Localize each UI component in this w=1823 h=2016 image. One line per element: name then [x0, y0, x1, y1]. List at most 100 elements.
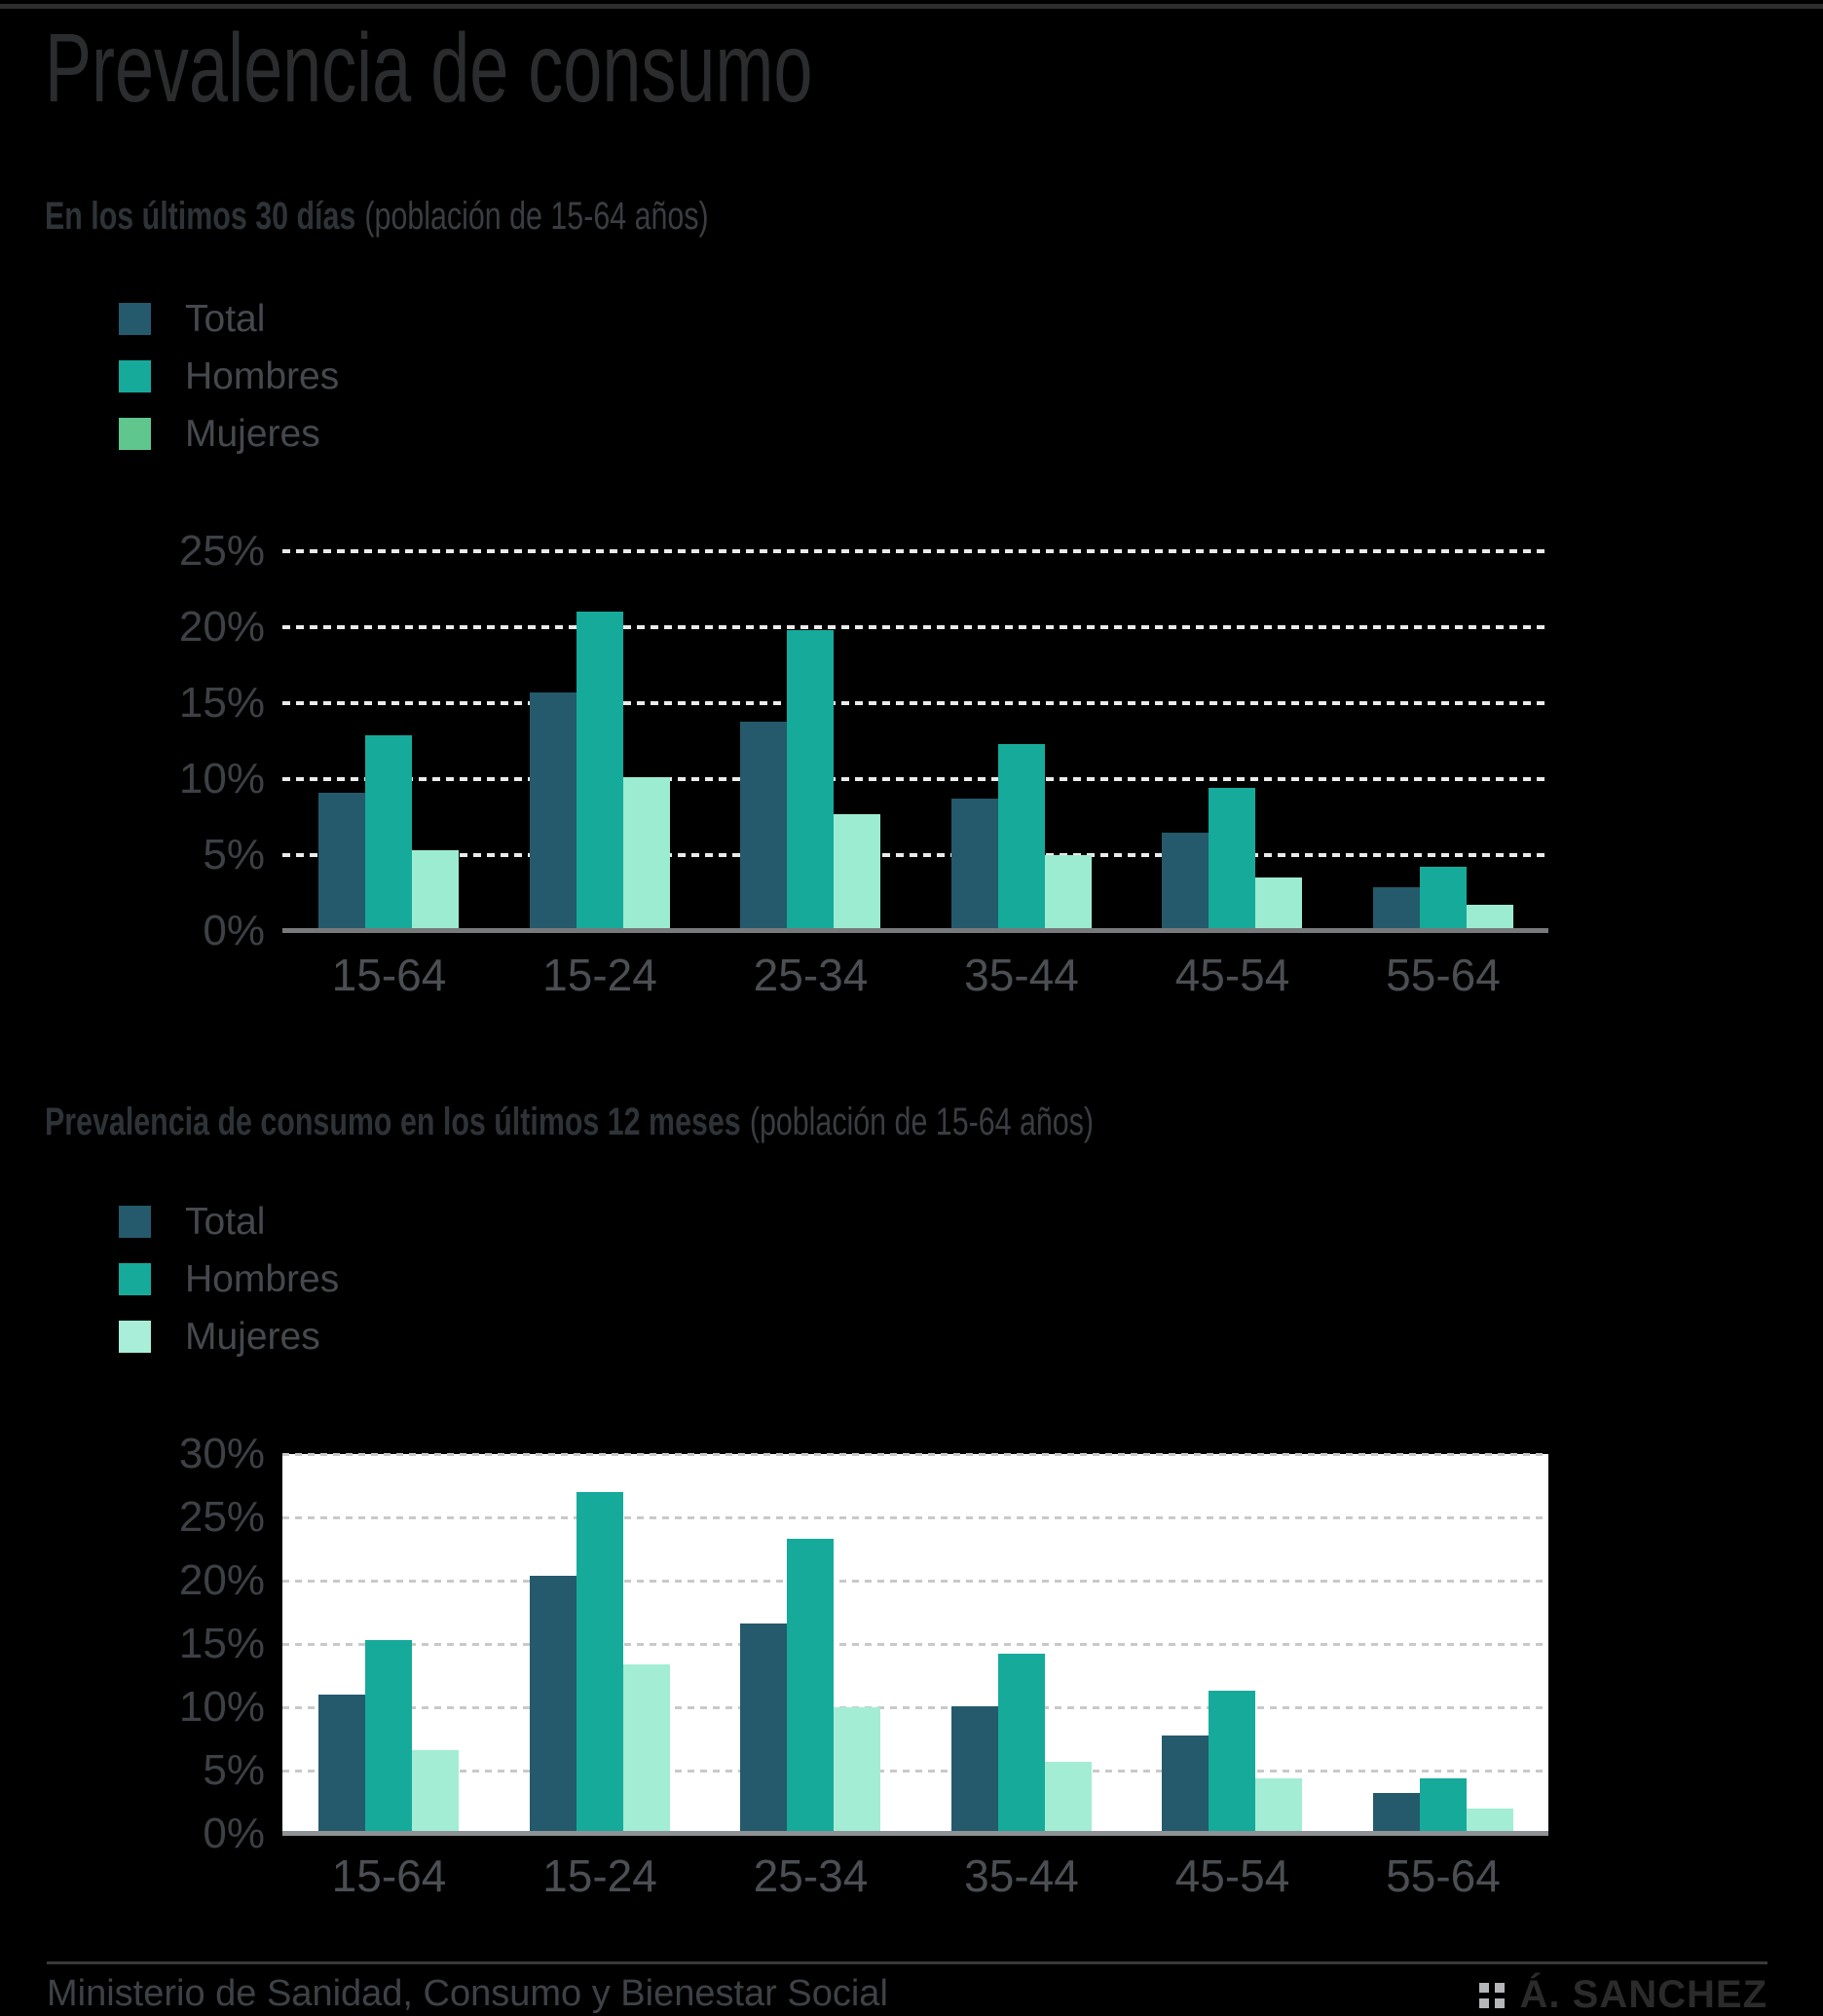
y-axis: 0% 5% 10% 15% 20% 25% 30% [78, 1433, 265, 1855]
bar-total-45-54 [1162, 1735, 1209, 1834]
x-axis-label: 25-34 [753, 1850, 869, 1901]
plot-area [282, 1453, 1548, 1836]
y-axis-label: 25% [178, 1493, 265, 1541]
bar-total-35-44 [950, 799, 998, 931]
legend-label-hombres: Hombres [185, 1258, 340, 1300]
x-axis-label: 15-24 [542, 950, 657, 1000]
x-axis-label: 15-24 [542, 1850, 657, 1901]
bar-hombres-15-24 [576, 1492, 623, 1834]
bar-hombres-55-64 [1419, 1777, 1467, 1834]
bar-hombres-45-54 [1209, 788, 1255, 931]
legend-swatch-hombres [119, 1263, 151, 1295]
legend-swatch-hombres [119, 360, 151, 392]
bar-hombres-15-64 [365, 1640, 412, 1834]
x-axis-label: 45-54 [1174, 1850, 1290, 1901]
author-credit: Á. SANCHEZ [1478, 1973, 1767, 2016]
bar-total-15-24 [529, 1575, 577, 1834]
bar-hombres-25-34 [787, 1539, 834, 1834]
legend-label-hombres: Hombres [185, 355, 340, 397]
bar-total-55-64 [1372, 1793, 1420, 1834]
bar-mujeres-35-44 [1044, 855, 1092, 931]
x-axis-label: 35-44 [964, 1850, 1079, 1901]
legend-item-mujeres: Mujeres [119, 1316, 339, 1358]
x-axis-line [282, 928, 1548, 933]
bar-total-15-64 [318, 793, 365, 931]
bar-mujeres-25-34 [834, 1707, 880, 1834]
gridline-10 [282, 1706, 1548, 1710]
y-axis-label: 20% [178, 603, 265, 651]
section2-heading: Prevalencia de consumo en los últimos 12… [45, 1099, 1094, 1145]
y-axis: 0% 5% 10% 15% 20% 25% [78, 530, 265, 952]
double-colon-icon [1478, 1982, 1505, 2008]
x-axis-label: 15-64 [331, 1850, 447, 1901]
bar-mujeres-45-54 [1255, 1777, 1302, 1834]
legend-item-total: Total [119, 298, 339, 340]
bar-group-35-44 [950, 551, 1093, 931]
section1-heading-bold: En los últimos 30 días [45, 195, 356, 238]
gridline-20 [282, 625, 1548, 629]
bar-mujeres-45-54 [1255, 877, 1302, 931]
gridline-20 [282, 1580, 1548, 1584]
bar-group-45-54 [1162, 551, 1303, 931]
y-axis-label: 0% [203, 907, 265, 954]
bar-group-25-34 [740, 1454, 881, 1834]
legend-item-hombres: Hombres [119, 1258, 340, 1300]
bar-hombres-55-64 [1419, 867, 1467, 931]
x-axis-label: 25-34 [753, 950, 869, 1000]
x-axis-label: 35-44 [964, 950, 1079, 1000]
bar-group-55-64 [1372, 1454, 1514, 1834]
author-name: Á. SANCHEZ [1519, 1973, 1767, 2016]
legend-item-hombres: Hombres [119, 355, 340, 397]
gridline-25 [282, 1516, 1548, 1519]
page-title: Prevalencia de consumo [45, 14, 813, 123]
x-axis: 15-64 15-24 25-34 35-44 45-54 55-64 [282, 952, 1548, 1011]
y-axis-label: 5% [203, 831, 265, 878]
y-axis-label: 10% [178, 1683, 265, 1732]
bar-hombres-35-44 [997, 744, 1045, 931]
legend-item-total: Total [119, 1203, 339, 1241]
bar-mujeres-15-64 [412, 850, 459, 931]
bar-hombres-25-34 [787, 630, 834, 931]
x-axis-label: 15-64 [331, 950, 447, 1000]
gridline-25 [282, 549, 1548, 553]
y-axis-label: 10% [178, 755, 265, 803]
top-border-line [0, 4, 1823, 9]
section1-heading-note: (población de 15-64 años) [364, 195, 709, 238]
section1-heading: En los últimos 30 días (población de 15-6… [45, 193, 709, 240]
bar-group-25-34 [740, 551, 881, 931]
bar-mujeres-55-64 [1466, 1809, 1513, 1834]
bar-total-25-34 [740, 721, 787, 931]
bar-group-15-64 [318, 551, 460, 931]
gridline-30 [282, 1453, 1548, 1456]
legend-chart1: Total Hombres Mujeres [119, 298, 340, 475]
bar-mujeres-35-44 [1044, 1761, 1092, 1834]
legend-label-mujeres: Mujeres [185, 1316, 320, 1358]
bar-total-55-64 [1372, 886, 1420, 931]
y-axis-label: 25% [178, 527, 265, 575]
y-axis-label: 20% [178, 1556, 265, 1605]
x-axis-line [282, 1831, 1548, 1836]
y-axis-label: 15% [178, 1620, 265, 1667]
bar-hombres-15-24 [576, 612, 623, 931]
bar-hombres-15-64 [365, 734, 412, 931]
y-axis-label: 15% [178, 679, 265, 727]
legend-chart2: Total Hombres Mujeres [119, 1203, 340, 1378]
gridline-10 [282, 777, 1548, 781]
bar-hombres-45-54 [1209, 1691, 1255, 1834]
gridline-15 [282, 701, 1548, 705]
bar-total-15-64 [318, 1695, 365, 1834]
gridline-15 [282, 1643, 1548, 1646]
bar-mujeres-25-34 [834, 813, 880, 931]
bar-group-15-64 [318, 1454, 460, 1834]
bar-mujeres-55-64 [1466, 905, 1513, 931]
y-axis-label: 30% [178, 1430, 265, 1477]
bar-group-15-24 [529, 551, 671, 931]
x-axis-label: 55-64 [1386, 950, 1501, 1000]
section2-heading-bold: Prevalencia de consumo en los últimos 12… [45, 1101, 741, 1143]
bar-mujeres-15-24 [622, 777, 670, 931]
legend-label-total: Total [185, 298, 266, 340]
bar-group-55-64 [1372, 551, 1514, 931]
bar-hombres-35-44 [997, 1654, 1045, 1834]
bar-group-45-54 [1162, 1454, 1303, 1834]
footer-divider [47, 1961, 1767, 1964]
